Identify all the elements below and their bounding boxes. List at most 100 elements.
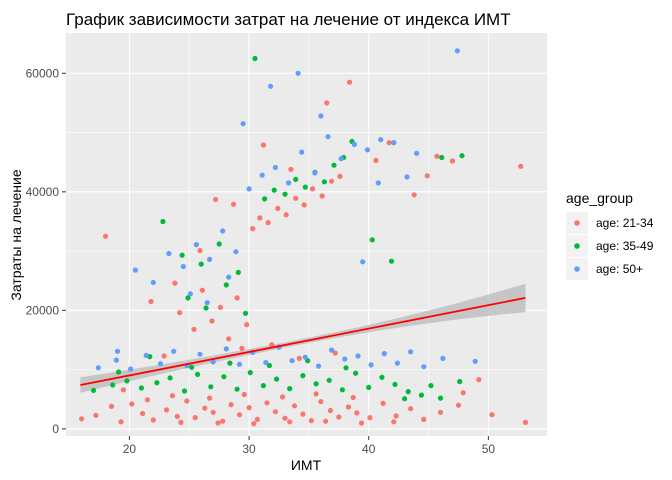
- data-point: [113, 357, 119, 363]
- data-point: [300, 373, 306, 379]
- data-point: [244, 322, 250, 328]
- data-point: [154, 380, 160, 386]
- data-point: [367, 415, 373, 421]
- data-point: [271, 187, 277, 193]
- data-point: [345, 404, 351, 410]
- data-point: [210, 359, 216, 365]
- y-axis: 0 20000 40000 60000: [26, 66, 66, 436]
- data-point: [288, 166, 294, 172]
- data-point: [323, 418, 329, 424]
- data-point: [197, 247, 203, 254]
- data-point: [150, 279, 156, 286]
- data-point: [325, 134, 331, 140]
- data-point: [148, 298, 154, 305]
- y-tick-label: 60000: [26, 66, 60, 80]
- data-point: [393, 413, 399, 419]
- data-point: [309, 186, 316, 192]
- data-point: [360, 259, 366, 265]
- data-point: [421, 364, 427, 370]
- legend: age_group age: 21-34 age: 35-49 age: 50+: [566, 190, 654, 280]
- data-point: [235, 269, 241, 275]
- data-point: [262, 196, 268, 202]
- data-point: [343, 365, 349, 371]
- data-point: [287, 386, 293, 392]
- data-point: [257, 215, 263, 221]
- data-point: [336, 414, 342, 420]
- data-point: [405, 389, 411, 395]
- data-point: [208, 384, 214, 390]
- data-point: [476, 377, 482, 383]
- data-point: [272, 164, 278, 171]
- data-point: [280, 394, 286, 400]
- data-point: [342, 356, 348, 362]
- data-point: [174, 413, 180, 419]
- data-point: [301, 202, 307, 208]
- legend-key-dot: [574, 220, 580, 226]
- data-point: [198, 261, 204, 267]
- data-point: [259, 172, 265, 178]
- data-point: [242, 310, 249, 316]
- data-point: [421, 416, 427, 422]
- data-point: [189, 364, 195, 370]
- data-point: [132, 267, 138, 273]
- data-point: [234, 295, 240, 301]
- data-point: [163, 407, 170, 413]
- data-point: [329, 347, 335, 353]
- data-point: [114, 348, 121, 354]
- data-point: [379, 374, 385, 380]
- data-point: [226, 274, 232, 280]
- data-point: [391, 140, 397, 146]
- data-point: [439, 154, 445, 161]
- y-tick-label: 0: [52, 422, 59, 436]
- data-point: [143, 352, 149, 358]
- data-point: [380, 400, 386, 406]
- data-point: [167, 375, 173, 381]
- data-point: [120, 387, 126, 393]
- data-point: [404, 174, 410, 180]
- x-tick-label: 40: [362, 442, 376, 456]
- data-point: [220, 418, 226, 424]
- data-point: [355, 353, 361, 359]
- data-point: [268, 83, 274, 89]
- data-point: [457, 378, 463, 385]
- data-point: [289, 358, 295, 364]
- data-point: [110, 382, 116, 388]
- legend-label: age: 35-49: [596, 239, 654, 253]
- data-point: [251, 421, 257, 427]
- data-point: [424, 173, 430, 179]
- data-point: [321, 179, 327, 185]
- data-point: [274, 376, 280, 382]
- data-point: [213, 196, 219, 203]
- data-point: [364, 147, 371, 153]
- data-point: [327, 407, 333, 414]
- data-point: [313, 381, 319, 387]
- data-point: [93, 412, 99, 418]
- data-point: [318, 399, 324, 405]
- data-point: [180, 263, 186, 270]
- data-point: [260, 142, 266, 148]
- data-point: [449, 158, 456, 164]
- data-point: [209, 318, 215, 324]
- data-point: [181, 388, 188, 394]
- data-point: [472, 358, 478, 364]
- data-point: [178, 419, 184, 425]
- data-point: [295, 70, 301, 76]
- data-point: [418, 392, 424, 398]
- trend-line: [80, 297, 526, 386]
- data-point: [204, 300, 210, 306]
- data-point: [312, 170, 318, 176]
- data-point: [228, 402, 234, 408]
- data-point: [411, 192, 417, 198]
- data-point: [217, 304, 223, 310]
- data-point: [299, 149, 305, 155]
- data-point: [166, 250, 172, 257]
- data-point: [226, 336, 232, 342]
- data-point: [172, 280, 178, 286]
- data-points: [79, 48, 529, 427]
- data-point: [489, 412, 495, 418]
- data-point: [203, 305, 209, 311]
- x-tick-label: 20: [123, 442, 137, 456]
- data-point: [391, 419, 397, 425]
- data-point: [338, 156, 344, 162]
